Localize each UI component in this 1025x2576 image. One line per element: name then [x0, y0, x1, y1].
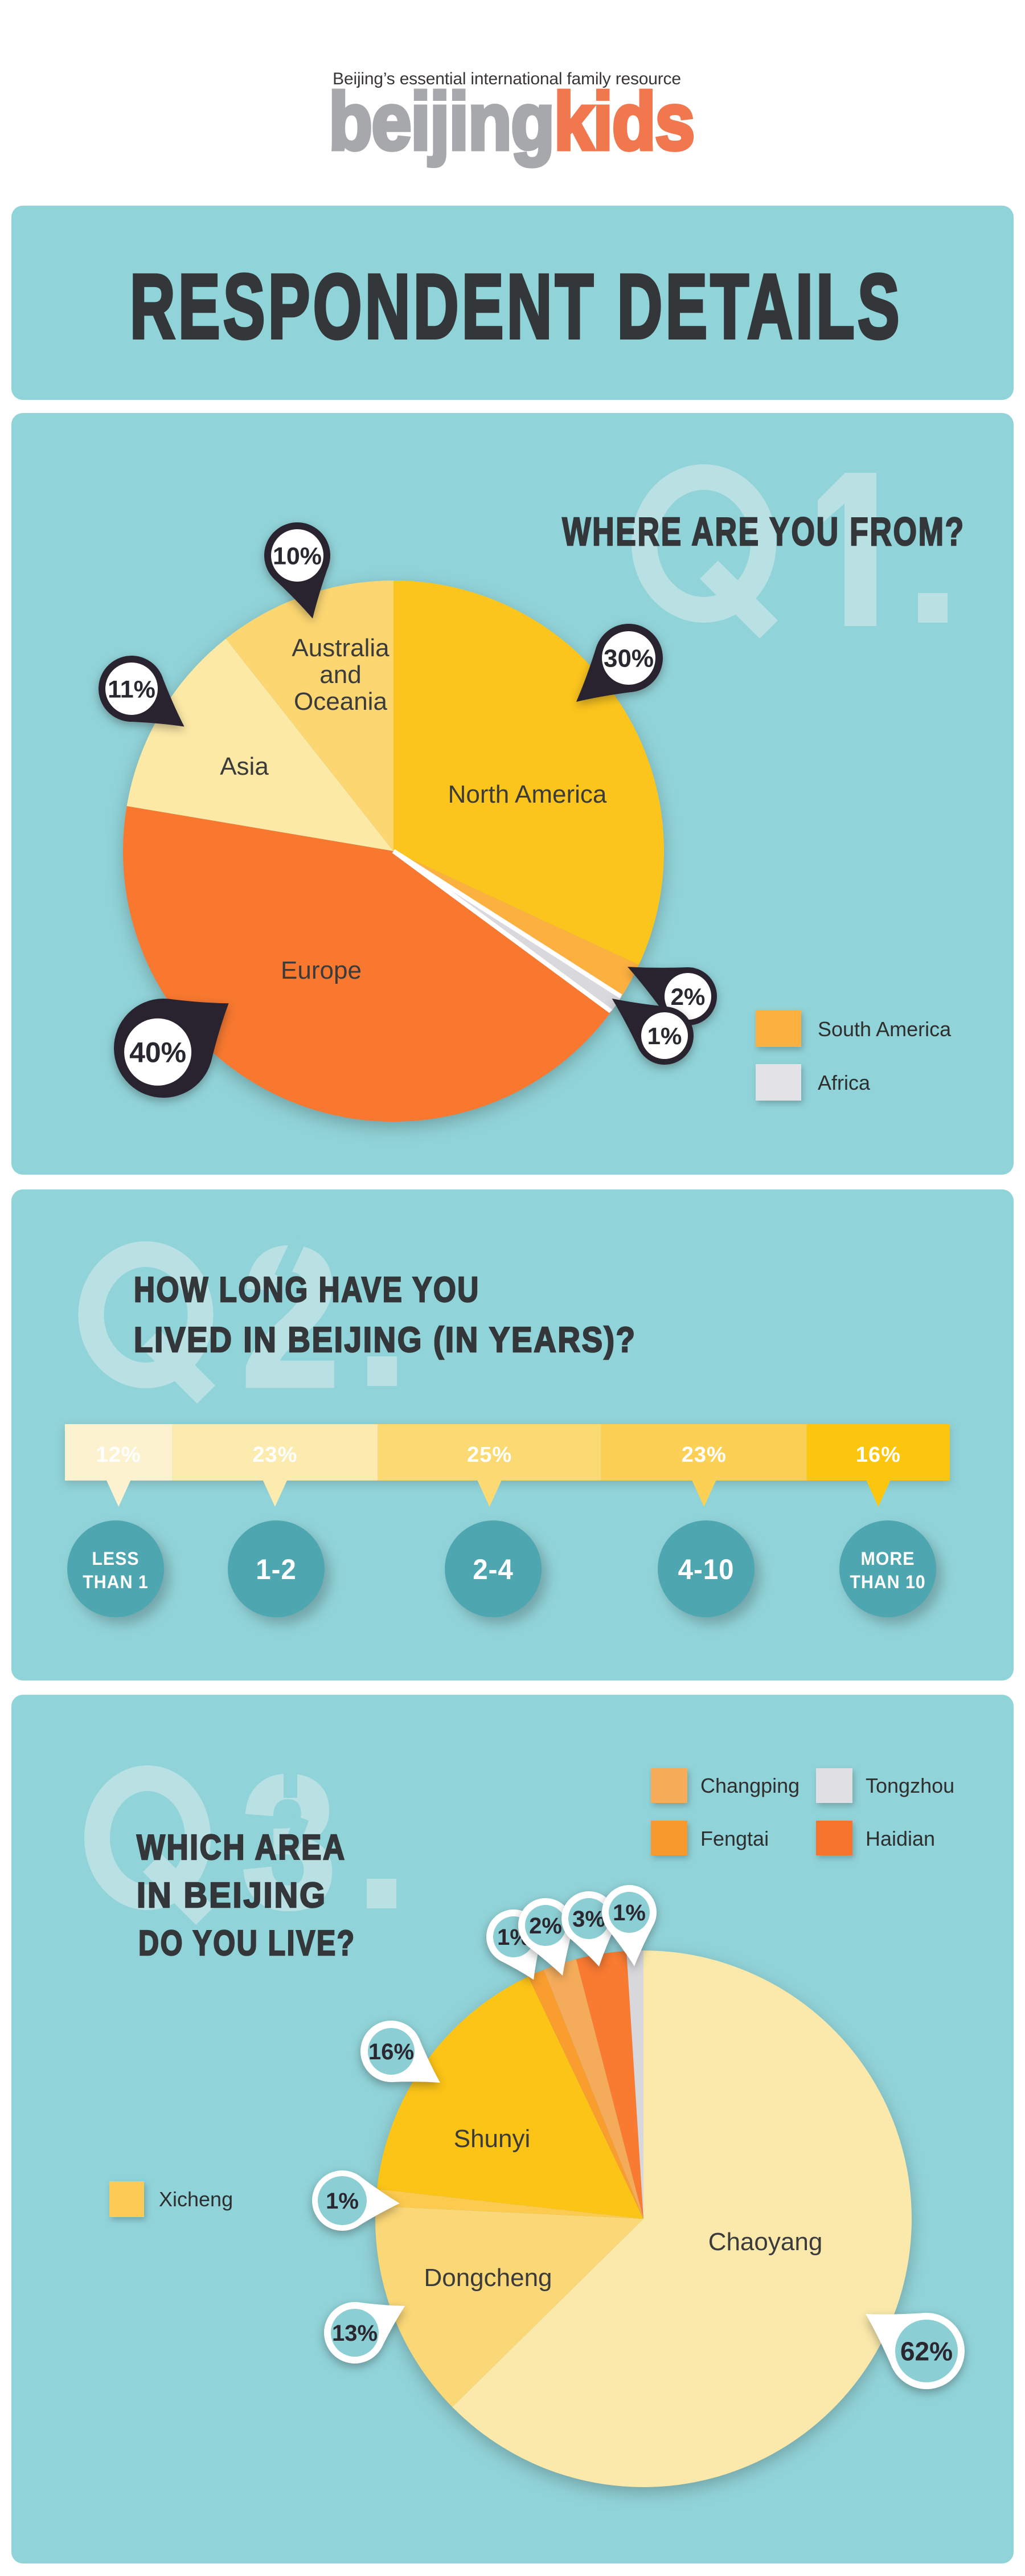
svg-text:Australia: Australia: [292, 634, 390, 662]
svg-text:Tongzhou: Tongzhou: [866, 1774, 954, 1797]
svg-text:62%: 62%: [900, 2336, 953, 2366]
svg-text:16%: 16%: [856, 1443, 901, 1467]
svg-text:1%: 1%: [613, 1900, 646, 1925]
svg-text:4-10: 4-10: [678, 1554, 735, 1585]
svg-text:LESS: LESS: [92, 1548, 139, 1569]
svg-text:30%: 30%: [604, 645, 654, 673]
svg-text:1%: 1%: [326, 2189, 359, 2214]
svg-text:1%: 1%: [647, 1023, 682, 1049]
svg-text:Changping: Changping: [700, 1774, 800, 1797]
svg-text:12%: 12%: [96, 1443, 141, 1467]
svg-text:3%: 3%: [572, 1907, 605, 1932]
svg-text:Haidian: Haidian: [866, 1827, 935, 1850]
svg-text:Oceania: Oceania: [294, 688, 387, 715]
svg-text:THAN 10: THAN 10: [850, 1572, 925, 1592]
svg-text:2-4: 2-4: [473, 1554, 513, 1585]
svg-text:North America: North America: [448, 780, 607, 808]
svg-text:13%: 13%: [332, 2321, 378, 2346]
svg-text:16%: 16%: [368, 2039, 414, 2064]
svg-text:11%: 11%: [108, 676, 155, 703]
svg-text:10%: 10%: [273, 542, 322, 570]
svg-text:Shunyi: Shunyi: [454, 2125, 531, 2153]
svg-text:and: and: [319, 661, 361, 689]
svg-text:1-2: 1-2: [256, 1554, 296, 1585]
svg-text:Asia: Asia: [220, 753, 269, 780]
svg-text:23%: 23%: [682, 1443, 727, 1467]
svg-text:Fengtai: Fengtai: [700, 1827, 769, 1850]
svg-text:Africa: Africa: [818, 1071, 871, 1094]
svg-text:THAN 1: THAN 1: [83, 1572, 148, 1592]
svg-text:25%: 25%: [467, 1443, 512, 1467]
svg-text:Europe: Europe: [281, 956, 362, 984]
svg-text:Dongcheng: Dongcheng: [424, 2264, 552, 2292]
svg-text:South America: South America: [818, 1017, 952, 1041]
svg-text:Xicheng: Xicheng: [159, 2187, 233, 2211]
svg-text:23%: 23%: [252, 1443, 297, 1467]
svg-text:40%: 40%: [129, 1037, 186, 1069]
svg-text:Chaoyang: Chaoyang: [708, 2228, 823, 2256]
svg-text:2%: 2%: [671, 983, 706, 1010]
svg-text:MORE: MORE: [861, 1548, 915, 1569]
svg-text:2%: 2%: [529, 1913, 562, 1939]
